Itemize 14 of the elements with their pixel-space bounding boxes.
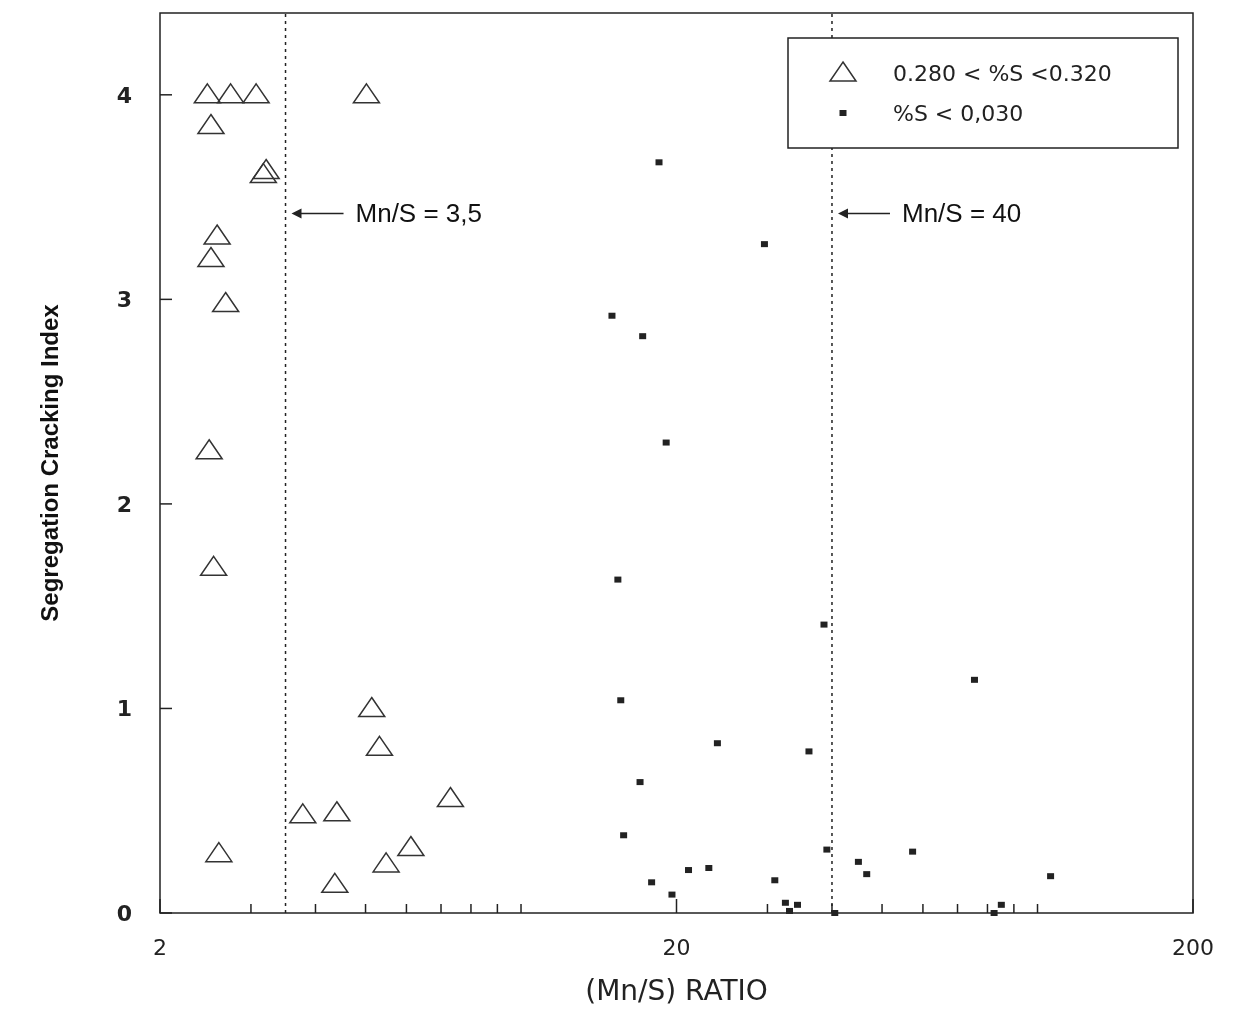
ref-line-label: Mn/S = 40: [901, 198, 1022, 229]
y-tick-label: 1: [116, 696, 132, 722]
y-tick-label: 2: [116, 491, 132, 517]
x-tick-label: 20: [662, 935, 691, 960]
ref-line-label: Mn/S = 3,5: [355, 198, 482, 229]
y-tick-label: 0: [116, 901, 132, 926]
y-axis-title: Segregation Cracking Index: [36, 303, 63, 622]
x-tick-label: 200: [1172, 935, 1214, 960]
x-axis-title: (Mn/S) RATIO: [585, 974, 768, 1007]
y-tick-label: 3: [116, 287, 132, 313]
legend-label: %S < 0,030: [893, 101, 1024, 126]
x-tick-label: 2: [153, 935, 167, 960]
legend-label: 0.280 < %S <0.320: [893, 61, 1112, 86]
y-tick-label: 4: [116, 82, 132, 108]
